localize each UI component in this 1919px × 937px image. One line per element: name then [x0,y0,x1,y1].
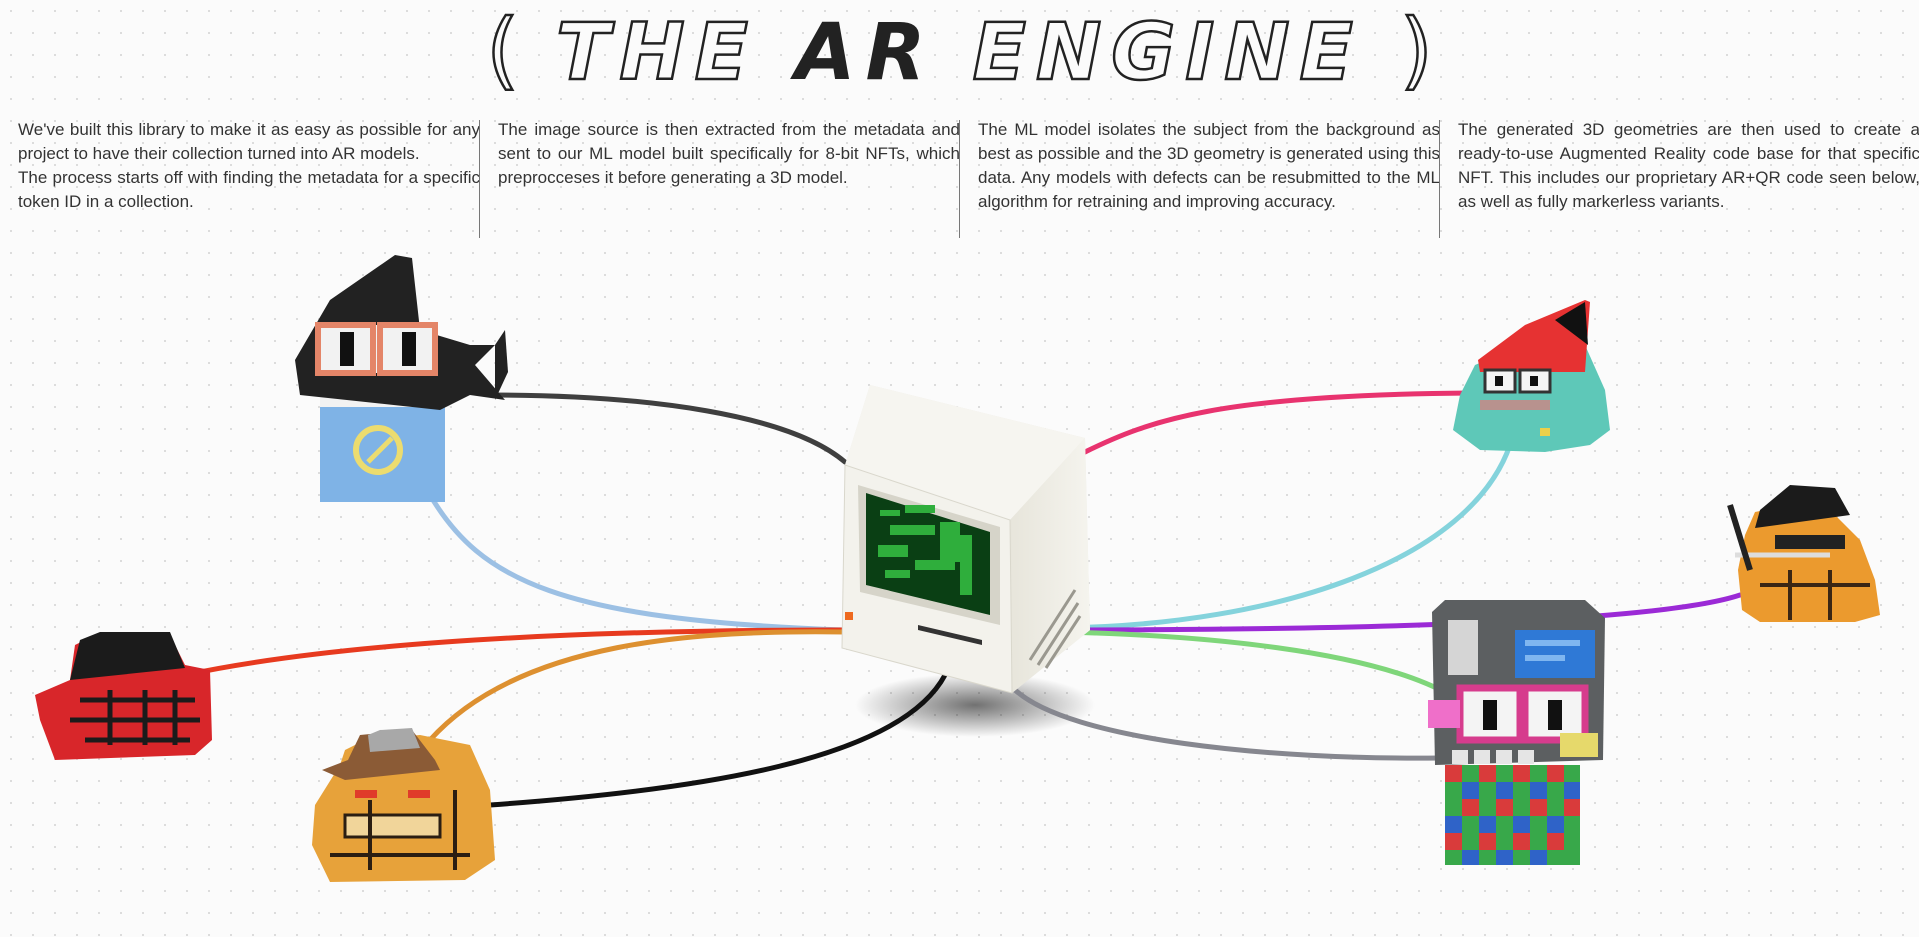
cable-brown-hat-black [487,672,948,808]
step-1-paragraph-2: The process starts off with finding the … [18,168,480,211]
title-word-the: THE [555,7,758,100]
title-bracket-open: ( [485,0,520,100]
cables [182,390,1743,808]
page-title: ( THE AR ENGINE ) [0,0,1919,100]
description-columns: We've built this library to make it as e… [0,118,1919,248]
computer-shadow [855,673,1095,737]
cable-brown-hat [427,629,848,743]
retro-computer [841,385,1090,694]
step-1-paragraph-1: We've built this library to make it as e… [18,120,480,163]
title-word-ar: AR [795,8,936,98]
power-led [845,612,853,620]
step-4-paragraph: The generated 3D geometries are then use… [1458,120,1919,211]
red-hat-skull-character [35,632,212,760]
step-4-text: The generated 3D geometries are then use… [1458,118,1919,242]
title-word-engine: ENGINE [971,7,1363,100]
vent-grille [1028,589,1082,669]
cable-robot-grey [1012,687,1443,761]
black-hat-cat-character [1727,485,1880,622]
step-2-paragraph: The image source is then extracted from … [498,120,960,187]
robot-checkered-character [1428,600,1605,865]
computer-top [845,385,1085,520]
shark-body [320,402,445,502]
black-hat-cat-body [1738,505,1880,622]
column-divider [959,120,960,238]
column-divider [1439,120,1440,238]
black-hat [1755,485,1850,528]
cable-black-hat [1057,592,1743,633]
robot-blue-panel [1515,630,1595,678]
step-3-paragraph: The ML model isolates the subject from t… [978,120,1440,211]
shark-hat-character [295,255,508,502]
tezos-logo-icon [353,425,403,475]
brown-hat-cat-character [312,728,495,882]
column-divider [479,120,480,238]
cable-shark-tail [427,492,848,633]
red-skull-hat [70,632,185,680]
step-1-text: We've built this library to make it as e… [18,118,480,242]
cable-red-cone [1082,390,1473,455]
robot-checkered-body [1445,765,1580,865]
floppy-slot [918,625,982,645]
cable-shark [487,392,848,465]
cable-frog-teal [1057,442,1513,631]
screen-glow [878,505,972,595]
cable-robot-green [1057,629,1453,698]
title-bracket-close: ) [1399,0,1434,100]
red-cone-frog-character [1453,300,1610,452]
robot-antenna-panel [1448,620,1478,675]
cable-red-hat [182,627,848,678]
step-2-text: The image source is then extracted from … [498,118,960,242]
step-3-text: The ML model isolates the subject from t… [978,118,1440,242]
